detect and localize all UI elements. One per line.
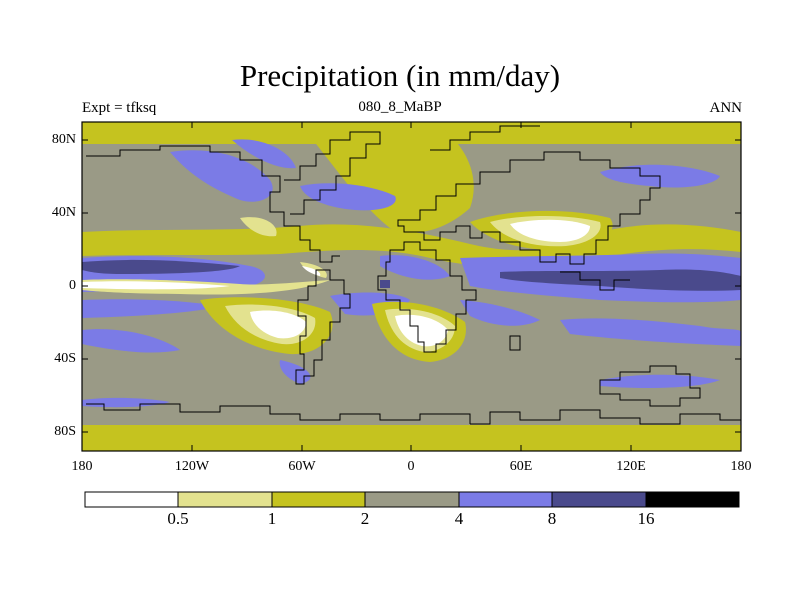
colorbar-box-1 (84, 491, 179, 508)
map-title: Precipitation (in mm/day) (239, 58, 561, 93)
colorbar-box-2 (177, 491, 273, 508)
x-label-60e: 60E (509, 459, 533, 474)
y-label-80n: 80N (51, 132, 76, 147)
colorbar-label-2: 2 (360, 509, 370, 528)
colorbar-box-4 (364, 491, 460, 508)
colorbar-box-7 (645, 491, 740, 508)
x-label-60w: 60W (288, 459, 316, 474)
y-axis-ticks (82, 139, 741, 433)
period-label: 080_8_MaBP (358, 99, 442, 115)
colorbar-box-6 (551, 491, 647, 508)
colorbar-label-8: 8 (547, 509, 557, 528)
y-label-40n: 40N (51, 205, 76, 220)
x-label-0: 0 (407, 459, 415, 474)
colorbar-label-1: 1 (267, 509, 277, 528)
y-label-0: 0 (69, 278, 76, 293)
x-label-120w: 120W (174, 459, 210, 474)
y-label-80s: 80S (54, 424, 76, 439)
colorbar-box-5 (458, 491, 553, 508)
precipitation-field (82, 122, 741, 451)
colorbar-label-4: 4 (454, 509, 464, 528)
coastlines (86, 125, 741, 425)
y-label-40s: 40S (54, 351, 76, 366)
x-label-180w: 180 (71, 459, 93, 474)
colorbar-label-16: 16 (637, 509, 655, 528)
colorbar-label-0-5: 0.5 (167, 509, 189, 528)
experiment-label: Expt = tfksq (82, 100, 157, 116)
colorbar (84, 491, 740, 508)
colorbar-box-3 (271, 491, 366, 508)
x-label-180e: 180 (730, 459, 752, 474)
season-label: ANN (709, 100, 743, 116)
x-label-120e: 120E (616, 459, 646, 474)
x-axis-ticks (191, 122, 632, 451)
